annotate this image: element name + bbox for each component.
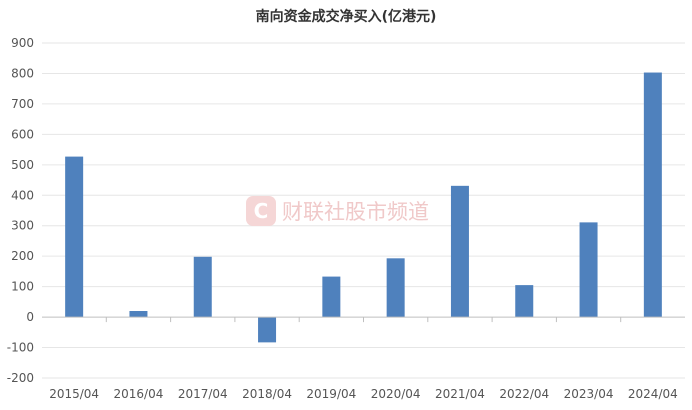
y-tick-label: 300: [11, 219, 34, 233]
x-axis: 2015/04 2016/04 2017/04 2018/04 2019/04 2020/…: [49, 317, 678, 401]
bar: [322, 276, 341, 318]
bar: [129, 311, 148, 318]
x-tick-label: 2022/04: [499, 387, 549, 401]
watermark-text: 财联社股市频道: [282, 200, 429, 224]
y-tick-label: 100: [11, 280, 34, 294]
bar: [450, 185, 469, 318]
x-tick-label: 2015/04: [49, 387, 99, 401]
x-tick-label: 2018/04: [242, 387, 292, 401]
bar: [193, 256, 212, 318]
chart-title: 南向资金成交净买入(亿港元): [256, 8, 437, 25]
bar-series: [65, 72, 662, 343]
x-tick-label: 2017/04: [178, 387, 228, 401]
y-tick-label: -200: [7, 371, 34, 385]
y-tick-label: 400: [11, 188, 34, 202]
y-tick-label: 900: [11, 36, 34, 50]
bar: [515, 285, 534, 318]
x-tick-label: 2020/04: [371, 387, 421, 401]
bar: [579, 222, 598, 318]
gridlines: [42, 42, 685, 379]
bar: [643, 72, 662, 318]
y-tick-label: 600: [11, 127, 34, 141]
watermark-logo-letter: C: [254, 199, 269, 223]
y-tick-label: 700: [11, 97, 34, 111]
x-tick-label: 2016/04: [114, 387, 164, 401]
bar: [258, 317, 277, 343]
x-tick-label: 2019/04: [306, 387, 356, 401]
y-tick-label: -100: [7, 341, 34, 355]
y-tick-label: 800: [11, 66, 34, 80]
y-axis: 900 800 700 600 500 400 300 200 100 0 -100 -200: [7, 36, 34, 385]
bar: [386, 258, 405, 318]
y-tick-label: 200: [11, 249, 34, 263]
x-tick-label: 2023/04: [564, 387, 614, 401]
bar: [65, 156, 84, 318]
x-tick-label: 2024/04: [628, 387, 678, 401]
y-tick-label: 500: [11, 158, 34, 172]
watermark-logo-icon: [246, 196, 276, 226]
watermark: C 财联社股市频道: [246, 196, 429, 226]
x-tick-label: 2021/04: [435, 387, 485, 401]
y-tick-label: 0: [26, 310, 34, 324]
